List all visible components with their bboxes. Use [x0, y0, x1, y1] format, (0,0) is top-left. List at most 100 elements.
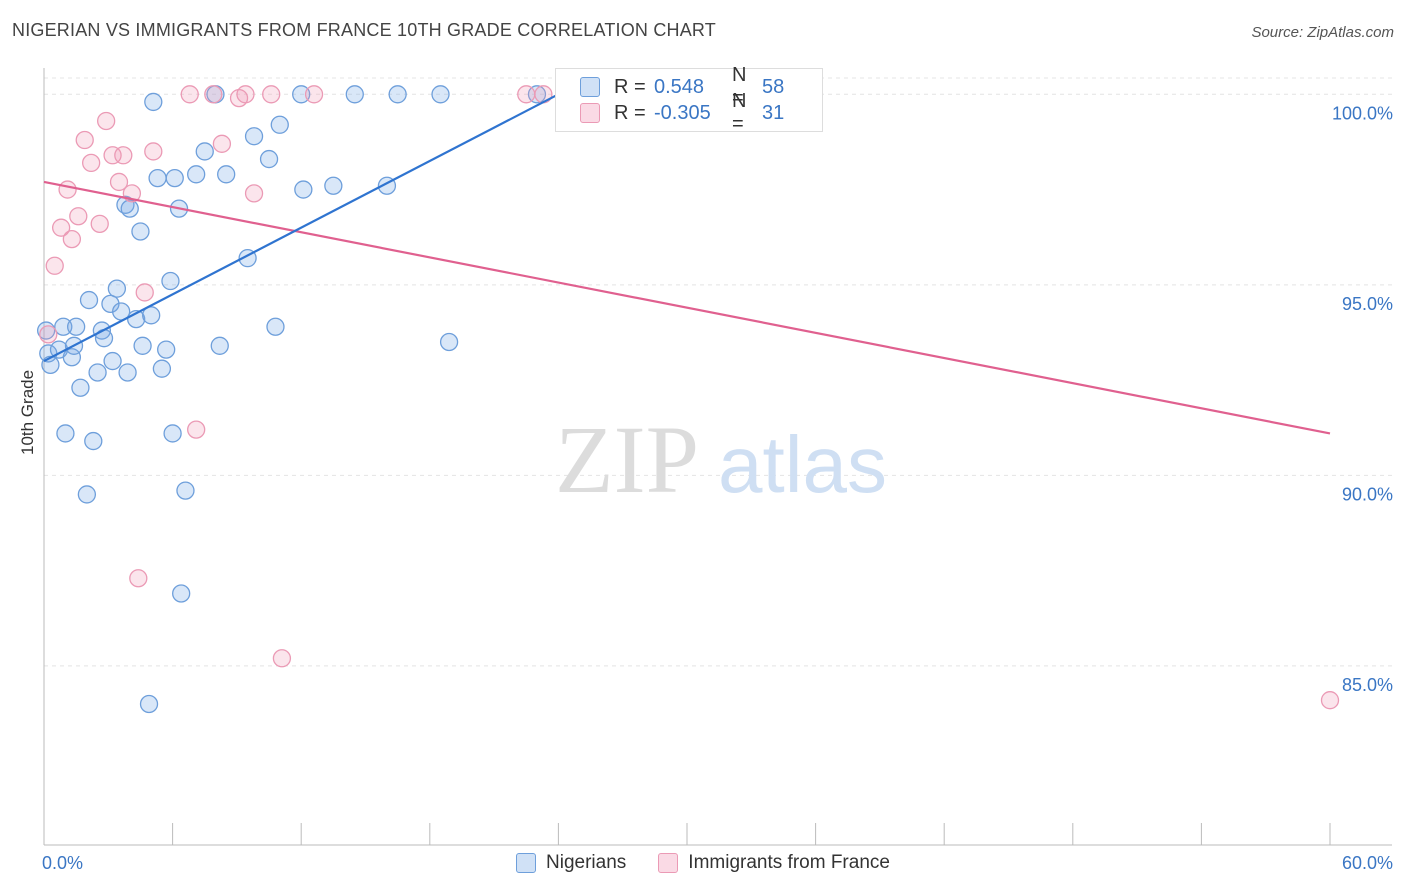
nigerians-point	[172, 584, 191, 603]
r-label: R =	[614, 75, 646, 98]
r-label: R =	[614, 101, 646, 124]
r-value: 0.548	[654, 75, 705, 98]
nigerians-point	[527, 85, 547, 104]
nigerians-point	[163, 424, 182, 443]
nigerians-point	[88, 363, 107, 382]
france-point	[90, 214, 109, 234]
france-legend-swatch	[658, 853, 679, 873]
nigerians-point	[176, 481, 195, 500]
y-tick-label: 95.0%	[1342, 294, 1393, 314]
france-point	[212, 134, 232, 153]
x-tick-label-max: 60.0%	[1342, 853, 1393, 873]
france-point	[187, 420, 206, 439]
france-point	[244, 184, 264, 203]
nigerians-point	[120, 199, 139, 218]
nigerians-point	[259, 149, 279, 169]
france-point	[45, 256, 64, 275]
france-point	[180, 85, 199, 104]
nigerians-point	[79, 290, 99, 310]
nigerians-point	[77, 485, 97, 504]
france-swatch	[580, 103, 600, 123]
watermark-zip: ZIP	[555, 406, 699, 513]
france-point	[304, 85, 324, 104]
nigerians-point	[152, 359, 172, 378]
n-value: 58	[762, 75, 785, 98]
nigerians-point	[71, 378, 90, 397]
nigerians-point	[210, 336, 229, 355]
france-point	[58, 180, 77, 199]
france-point	[62, 229, 82, 249]
nigerians-point	[62, 348, 82, 367]
france-point	[534, 85, 553, 104]
nigerians-point	[142, 306, 161, 325]
france-point	[129, 569, 148, 588]
y-tick-label: 90.0%	[1342, 484, 1393, 504]
nigerians-point	[56, 424, 75, 443]
france-trend-line	[43, 180, 1331, 435]
y-tick-label: 100.0%	[1332, 103, 1393, 123]
nigerians-point	[131, 222, 150, 241]
france-point	[39, 325, 58, 344]
nigerians-point	[324, 176, 343, 195]
nigerians-point	[187, 165, 206, 184]
france-points	[39, 85, 1340, 710]
france-point	[144, 142, 163, 161]
france-point	[517, 85, 536, 104]
nigerians-point	[157, 340, 176, 359]
france-point	[236, 85, 255, 104]
nigerians-point	[294, 180, 313, 199]
france-point	[103, 146, 122, 165]
france-point	[204, 85, 223, 104]
nigerians-point	[144, 92, 163, 112]
legend-label-france: Immigrants from France	[688, 852, 890, 873]
legend-item-nigerians[interactable]: Nigerians	[516, 852, 626, 874]
france-point	[262, 85, 281, 104]
stats-row-nigerians: R = 0.548 N = 58	[580, 64, 785, 109]
nigerians-swatch	[580, 77, 600, 97]
nigerians-point	[217, 165, 236, 184]
n-label: N =	[732, 64, 747, 109]
france-point	[114, 146, 133, 165]
chart-title: NIGERIAN VS IMMIGRANTS FROM FRANCE 10TH …	[12, 20, 717, 40]
nigerians-point	[388, 85, 407, 104]
r-value: -0.305	[654, 101, 711, 124]
y-tick-label: 85.0%	[1342, 675, 1393, 695]
nigerians-point	[431, 85, 450, 104]
nigerians-point	[133, 336, 152, 355]
legend-item-france[interactable]: Immigrants from France	[658, 852, 890, 874]
n-label: N =	[732, 90, 747, 135]
legend-label-nigerians: Nigerians	[546, 852, 627, 873]
nigerians-legend-swatch	[516, 853, 537, 873]
n-value: 31	[762, 101, 785, 124]
nigerians-trend-line	[43, 93, 559, 363]
nigerians-point	[439, 332, 459, 352]
nigerians-point	[161, 271, 180, 291]
source-label: Source: ZipAtlas.com	[1251, 24, 1394, 41]
nigerians-point	[266, 317, 285, 336]
grid-lines	[44, 77, 1392, 667]
france-point	[109, 172, 129, 192]
france-point	[51, 218, 71, 237]
nigerians-point	[292, 85, 311, 104]
nigerians-point	[165, 168, 184, 188]
france-point	[75, 130, 94, 150]
tick-labels: 85.0% 90.0% 95.0% 100.0% 0.0% 60.0%	[42, 103, 1393, 873]
nigerians-point	[107, 279, 127, 298]
nigerians-point	[67, 317, 86, 336]
series-legend: Nigerians Immigrants from France	[0, 852, 1406, 874]
trend-lines	[43, 93, 1331, 435]
axes	[43, 68, 1392, 846]
nigerians-point	[54, 317, 73, 336]
nigerians-point	[139, 694, 159, 714]
france-point	[97, 111, 116, 131]
france-point	[135, 283, 154, 302]
nigerians-point	[84, 431, 103, 451]
nigerians-point	[118, 363, 137, 382]
nigerians-point	[345, 85, 364, 104]
france-point	[69, 207, 88, 226]
france-point	[82, 153, 101, 173]
stats-row-france: R = -0.305 N = 31	[580, 90, 785, 135]
nigerians-point	[244, 127, 264, 146]
nigerians-point	[195, 142, 214, 161]
